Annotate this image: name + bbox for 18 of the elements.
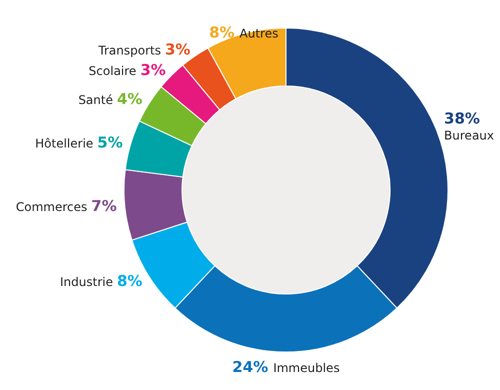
slice-label: Autres [240,26,278,40]
slice-label: Transports [97,43,161,58]
slice-label: Industrie [60,275,113,290]
slice-label: Santé [78,92,113,107]
slice-label: Bureaux [444,128,494,142]
data-label: 5% [97,134,123,152]
data-label: 3% [140,60,166,79]
data-label: 7% [91,197,117,215]
slice-label: Hôtellerie [35,136,94,151]
slice-label: Commerces [16,200,88,214]
data-label: 24% [232,358,268,376]
data-label: 3% [164,40,190,58]
data-label: 8% [209,23,235,42]
data-label: 8% [116,272,142,290]
slice-label: Scolaire [88,64,136,78]
data-label: 4% [116,90,142,108]
slice-label: Immeubles [273,361,340,375]
data-label: 38% [444,109,480,128]
